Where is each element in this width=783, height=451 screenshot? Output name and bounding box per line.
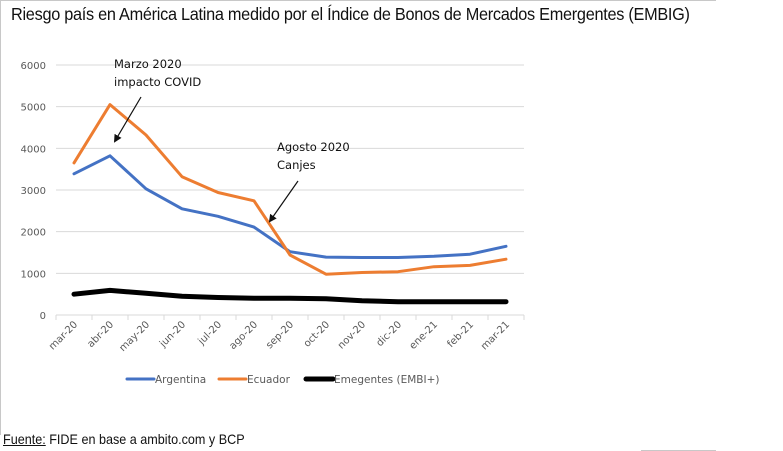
annotation-text: Canjes bbox=[277, 158, 316, 172]
x-tick-label: jun-20 bbox=[157, 319, 188, 350]
series-line-argentina bbox=[72, 154, 508, 259]
annotation-arrow bbox=[268, 180, 299, 223]
x-tick-label: abr-20 bbox=[86, 319, 117, 350]
y-tick-label: 1000 bbox=[21, 269, 46, 280]
x-tick-label: oct-20 bbox=[302, 319, 332, 349]
annotations: Marzo 2020 impacto COVID Agosto 2020 Canjes bbox=[113, 57, 350, 223]
legend-label: Argentina bbox=[155, 374, 206, 386]
x-tick-label: may-20 bbox=[118, 319, 153, 354]
source-note: Fuente: FIDE en base a ambito.com y BCP bbox=[3, 431, 245, 447]
source-label: Fuente: bbox=[3, 431, 46, 447]
series-line-emegentes-embi bbox=[71, 287, 509, 305]
legend-label: Ecuador bbox=[247, 374, 291, 386]
x-tick-label: ene-21 bbox=[408, 319, 441, 352]
y-tick-label: 6000 bbox=[21, 61, 46, 72]
y-tick-label: 5000 bbox=[21, 103, 46, 114]
y-tick-label: 3000 bbox=[21, 186, 46, 197]
annotation-arrow bbox=[113, 96, 142, 143]
chart-title: Riesgo país en América Latina medido por… bbox=[11, 4, 690, 24]
x-axis: mar-20 abr-20 may-20 jun-20 jul-20 ago-20 sep-… bbox=[47, 314, 525, 354]
y-axis-ticks: 0 1000 2000 3000 4000 5000 6000 bbox=[21, 61, 46, 322]
frame-left-border bbox=[0, 0, 1, 435]
x-tick-label: feb-21 bbox=[445, 319, 476, 350]
legend-label: Emegentes (EMBI+) bbox=[334, 374, 439, 386]
series-lines bbox=[71, 103, 509, 305]
x-tick-label: mar-20 bbox=[47, 319, 80, 352]
series-line-ecuador bbox=[72, 103, 508, 276]
x-tick-label: dic-20 bbox=[374, 319, 404, 349]
y-tick-label: 0 bbox=[40, 311, 46, 322]
gridlines bbox=[56, 64, 524, 316]
x-tick-label: ago-20 bbox=[228, 319, 261, 352]
x-tick-label: mar-21 bbox=[479, 319, 512, 352]
x-tick-label: nov-20 bbox=[336, 319, 368, 351]
annotation-text: Agosto 2020 bbox=[277, 140, 350, 154]
legend: Argentina Ecuador Emegentes (EMBI+) bbox=[125, 374, 439, 386]
x-tick-label: sep-20 bbox=[264, 319, 296, 351]
y-tick-label: 2000 bbox=[21, 228, 46, 239]
annotation-text: Marzo 2020 bbox=[114, 57, 182, 71]
y-tick-label: 4000 bbox=[21, 144, 46, 155]
annotation-text: impacto COVID bbox=[114, 75, 201, 89]
frame-top-border bbox=[0, 0, 716, 1]
x-tick-label: jul-20 bbox=[196, 319, 224, 347]
source-text: FIDE en base a ambito.com y BCP bbox=[45, 431, 245, 447]
